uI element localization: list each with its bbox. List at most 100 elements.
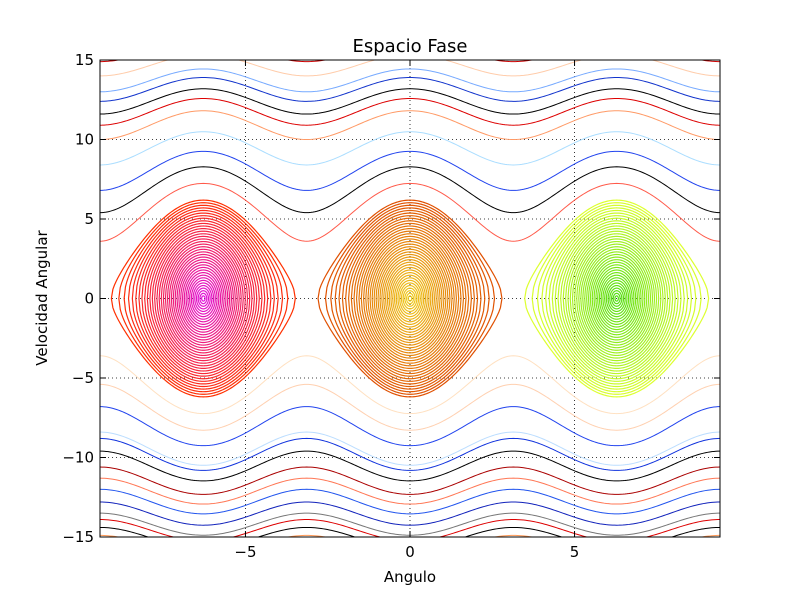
libration-orbit [582, 248, 652, 349]
libration-orbit [609, 287, 625, 310]
libration-orbit [610, 290, 623, 307]
libration-orbit [560, 222, 674, 375]
rotation-orbit [100, 166, 720, 214]
libration-orbit [554, 217, 679, 380]
libration-orbit [373, 246, 447, 351]
libration-orbit [393, 274, 427, 323]
libration-orbit [317, 199, 503, 398]
libration-orbit [397, 279, 423, 318]
rotation-orbit [100, 150, 720, 191]
libration-orbit [402, 287, 418, 310]
libration-orbit [597, 269, 637, 328]
libration-orbit [379, 253, 441, 344]
libration-orbit [390, 269, 430, 328]
libration-orbit [324, 202, 496, 395]
x-tick-label: −5 [234, 543, 256, 561]
rotation-orbit [100, 406, 720, 447]
rotation-orbit [100, 488, 720, 515]
libration-orbit [384, 261, 436, 336]
y-tick-label: 15 [75, 51, 94, 69]
libration-orbit [589, 259, 644, 338]
x-axis-label: Angulo [384, 568, 436, 586]
libration-orbit [334, 207, 486, 390]
rotation-orbit [100, 182, 720, 242]
libration-orbit [565, 228, 669, 369]
libration-orbit [586, 253, 648, 344]
libration-orbit [369, 240, 451, 357]
libration-orbit [181, 266, 225, 331]
libration-orbit [160, 238, 246, 359]
rotation-orbit [100, 355, 720, 415]
libration-orbit [605, 282, 628, 315]
libration-orbit [350, 220, 470, 377]
rotation-orbit [100, 383, 720, 431]
libration-orbit [531, 202, 702, 395]
y-tick-label: 10 [75, 131, 94, 149]
rotation-orbit [100, 431, 720, 466]
y-tick-label: 0 [84, 290, 94, 308]
rotation-orbit [100, 131, 720, 166]
libration-orbit [365, 235, 455, 362]
libration-orbit [600, 274, 633, 323]
libration-orbit [614, 295, 619, 302]
libration-orbit [192, 282, 215, 315]
libration-orbit [548, 212, 685, 385]
y-tick-label: −5 [72, 369, 94, 387]
libration-orbit [197, 290, 210, 307]
libration-orbit [392, 272, 428, 325]
libration-orbit [178, 261, 229, 336]
libration-orbit [580, 246, 654, 351]
libration-orbit [377, 251, 443, 346]
libration-orbit [612, 292, 621, 305]
rotation-orbit [100, 110, 720, 141]
libration-orbit [172, 253, 234, 344]
rotation-orbit [100, 68, 720, 93]
rotation-orbit [100, 88, 720, 115]
libration-orbit [330, 204, 490, 393]
libration-orbit [584, 251, 650, 346]
libration-orbit [345, 215, 475, 382]
libration-orbit [569, 233, 664, 364]
libration-orbit [404, 290, 416, 307]
libration-orbit [551, 215, 682, 382]
libration-orbit [195, 287, 211, 310]
y-tick-label: −15 [62, 528, 94, 546]
libration-orbit [353, 222, 467, 375]
ticks: −5 0 5 −15 −10 −5 0 5 10 15 [62, 51, 720, 561]
libration-orbit [187, 274, 220, 323]
libration-orbit [386, 264, 434, 333]
libration-orbit [123, 204, 284, 393]
libration-orbit [154, 230, 253, 367]
libration-orbit [602, 277, 632, 320]
libration-orbit [405, 292, 415, 305]
rotation-orbit [100, 450, 720, 482]
libration-orbit [593, 264, 640, 333]
libration-orbit [576, 240, 658, 357]
libration-orbit [118, 202, 289, 395]
libration-orbit [355, 225, 465, 372]
libration-orbit [158, 235, 249, 362]
libration-orbit [595, 266, 639, 331]
libration-orbit [545, 209, 689, 388]
libration-orbit [567, 230, 666, 367]
libration-orbit [360, 230, 460, 367]
libration-orbit [598, 272, 635, 325]
rotation-orbit [100, 501, 720, 526]
libration-orbit [146, 222, 260, 375]
libration-orbit [183, 269, 223, 328]
chart-title: Espacio Fase [352, 36, 467, 57]
libration-orbit [371, 243, 449, 354]
libration-orbit [571, 235, 662, 362]
libration-orbit [604, 279, 630, 318]
libration-orbit [362, 233, 458, 364]
x-tick-label: 0 [405, 543, 415, 561]
libration-orbit [578, 243, 656, 354]
libration-orbit [201, 295, 206, 302]
libration-orbit [135, 212, 272, 385]
rotation-orbit [100, 97, 720, 126]
x-tick-label: 5 [570, 543, 580, 561]
libration-orbit [375, 248, 445, 349]
libration-orbit [607, 284, 626, 313]
libration-orbit [562, 225, 671, 372]
rotation-orbit [100, 437, 720, 471]
